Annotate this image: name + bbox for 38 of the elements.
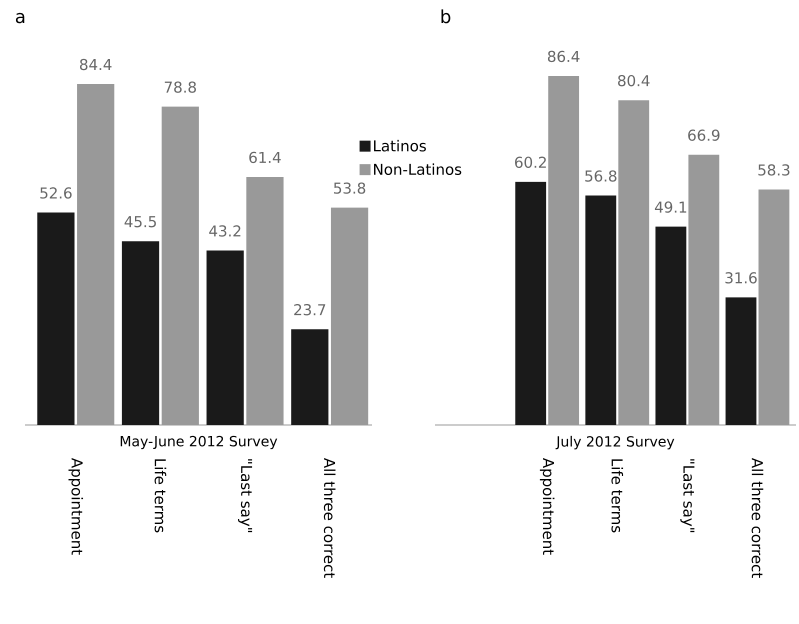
data-label: 58.3 (758, 164, 790, 176)
bar (585, 196, 616, 425)
x-tick-label: Appointment (540, 458, 554, 555)
bar (726, 297, 756, 425)
chart-title: b (442, 9, 450, 24)
x-tick-label: Life terms (154, 459, 166, 532)
data-label: 45.5 (124, 216, 156, 228)
bar (655, 226, 686, 425)
x-tick-label: All three correct (752, 458, 764, 578)
bar (206, 250, 244, 425)
x-tick-label: Life terms (611, 459, 624, 532)
bar (291, 329, 328, 425)
data-label: 53.8 (334, 182, 366, 194)
data-label: 78.8 (164, 81, 196, 93)
chart-title: a (16, 12, 24, 24)
data-label: 60.2 (515, 156, 546, 168)
data-label: 49.1 (654, 201, 686, 213)
x-tick-label: All three correct (324, 458, 336, 578)
data-label: 52.6 (40, 187, 72, 199)
x-axis-title: May-June 2012 Survey (120, 436, 278, 450)
x-tick-label: "Last say" (238, 459, 252, 532)
data-label: 31.6 (725, 272, 757, 284)
legend-label: Non-Latinos (374, 163, 462, 176)
x-axis-title: July 2012 Survey (556, 436, 674, 450)
bar (515, 182, 546, 425)
data-label: 61.4 (249, 152, 281, 164)
data-label: 86.4 (548, 50, 580, 62)
bar (37, 212, 75, 425)
data-label: 80.4 (618, 74, 650, 86)
bar (122, 241, 160, 425)
legend-label: Latinos (374, 140, 426, 152)
data-label: 56.8 (585, 170, 616, 182)
data-label: 23.7 (294, 304, 326, 316)
x-tick-label: Appointment (68, 458, 84, 555)
x-tick-label: "Last say" (680, 459, 694, 532)
data-label: 66.9 (688, 130, 720, 141)
data-label: 43.2 (209, 225, 240, 237)
data-label: 84.4 (80, 58, 112, 70)
